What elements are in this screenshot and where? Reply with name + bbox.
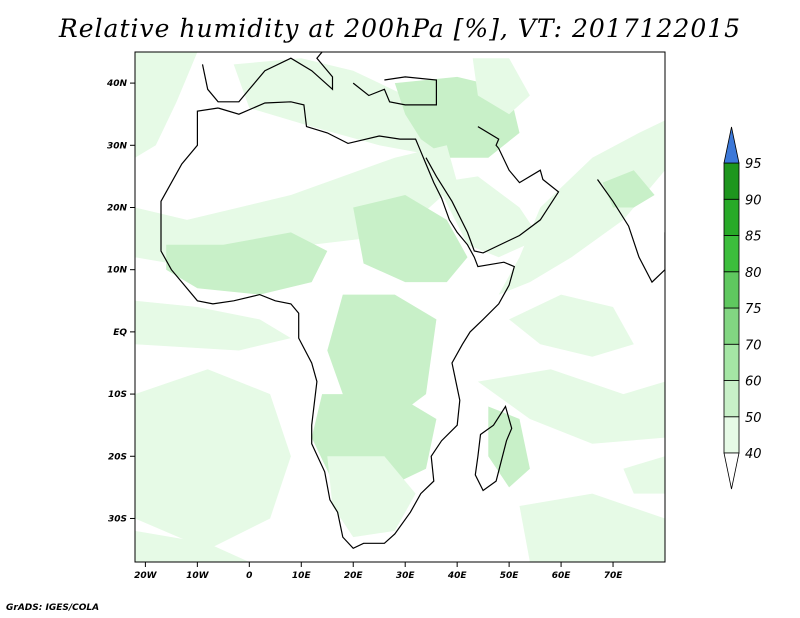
y-tick-label: 10N	[107, 266, 128, 276]
humidity-region-west-africa	[166, 232, 328, 295]
humidity-region-sudan-ethiopia	[353, 195, 468, 283]
colorbar-top-triangle	[723, 126, 740, 164]
x-tick-label: 20W	[134, 571, 158, 581]
arabia-coastline	[425, 126, 560, 254]
colorbar-band	[723, 235, 740, 273]
colorbar-band	[723, 162, 740, 200]
colorbar-band	[723, 271, 740, 309]
colorbar-label: 90	[745, 193, 762, 208]
humidity-region-east-indian-ocean	[623, 456, 665, 494]
humidity-region-southeast-ocean	[519, 493, 665, 562]
colorbar-label: 75	[745, 302, 762, 317]
africa-coastline	[160, 101, 516, 550]
colorbar-label: 85	[745, 230, 762, 245]
x-tick-label: 0	[246, 571, 252, 581]
colorbar-label: 50	[745, 411, 762, 426]
credit-label: GrADS: IGES/COLA	[6, 603, 100, 613]
chart-title: Relative humidity at 200hPa [%], VT: 201…	[58, 14, 742, 43]
anatolia-coastline	[352, 76, 437, 106]
x-tick-label: 70E	[604, 571, 624, 581]
colorbar-label: 95	[745, 157, 762, 172]
colorbar-label: 80	[745, 266, 762, 281]
y-tick-label: 40N	[106, 79, 128, 89]
y-tick-label: 20N	[107, 203, 128, 213]
humidity-region-india-pocket	[602, 170, 655, 208]
humidity-region-congo-east	[327, 294, 437, 426]
humidity-region-guinea-ocean	[135, 300, 291, 351]
humidity-region-south-atlantic-south	[135, 530, 250, 562]
colorbar-band	[723, 416, 740, 454]
humidity-shading	[135, 52, 665, 562]
humidity-region-north-atlantic	[135, 52, 198, 158]
y-tick-label: 10S	[108, 390, 127, 400]
humidity-region-indian-ocean-mid	[477, 369, 665, 444]
humidity-region-red-sea-arabia	[436, 176, 541, 258]
y-tick-label: EQ	[113, 328, 127, 338]
y-tick-label: 30N	[107, 141, 128, 151]
colorbar-label: 40	[745, 447, 762, 462]
x-tick-label: 10E	[292, 571, 312, 581]
colorbar: 40 50 60 70 75 80 85 90 95	[723, 126, 762, 490]
plot-area	[135, 52, 665, 562]
humidity-region-black-sea-arc	[472, 58, 530, 115]
axes: 20W 10W 0 10E 20E 30E 40E 50E 60E 70E 40N 30N 20N 10N…	[106, 51, 666, 581]
colorbar-bottom-triangle	[723, 452, 740, 490]
humidity-region-kalahari	[327, 456, 416, 538]
colorbar-band	[723, 198, 740, 236]
colorbar-label: 70	[745, 338, 762, 353]
colorbar-band	[723, 380, 740, 418]
x-tick-label: 60E	[552, 571, 572, 581]
humidity-region-arabian-sea-streak	[498, 120, 665, 295]
india-coastline	[597, 179, 665, 284]
humidity-region-horn-indian-ocean	[509, 294, 634, 357]
colorbar-band	[723, 307, 740, 345]
y-tick-label: 20S	[108, 452, 127, 462]
colorbar-band	[723, 343, 740, 381]
humidity-region-south-atlantic-swirl	[135, 369, 291, 550]
x-tick-label: 40E	[447, 571, 468, 581]
humidity-region-mediterranean-band	[233, 58, 478, 158]
x-tick-label: 10W	[186, 571, 210, 581]
x-tick-label: 20E	[344, 571, 364, 581]
x-tick-label: 30E	[396, 571, 416, 581]
x-tick-label: 50E	[500, 571, 520, 581]
humidity-region-nile-saharan-band	[135, 145, 458, 270]
colorbar-label: 60	[745, 375, 762, 390]
y-tick-label: 30S	[108, 514, 127, 524]
madagascar-coastline	[474, 405, 513, 492]
humidity-region-madagascar-ocean	[488, 406, 530, 488]
europe-coastline	[201, 52, 334, 103]
plot-frame	[134, 51, 666, 563]
